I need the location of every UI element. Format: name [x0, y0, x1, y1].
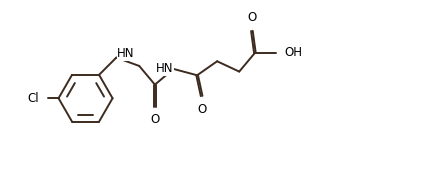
Text: HN: HN — [156, 62, 173, 75]
Text: Cl: Cl — [28, 92, 39, 105]
Text: O: O — [150, 113, 160, 126]
Text: OH: OH — [284, 46, 302, 59]
Text: O: O — [197, 103, 206, 116]
Text: O: O — [247, 11, 257, 24]
Text: HN: HN — [117, 47, 135, 60]
